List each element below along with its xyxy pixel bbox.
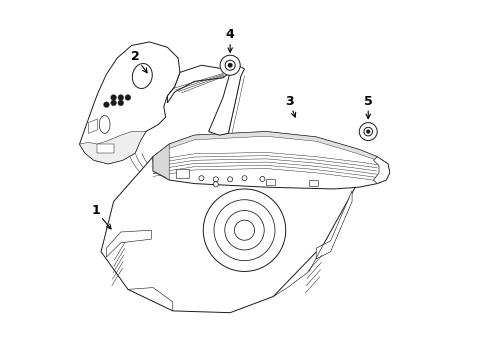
Circle shape bbox=[213, 182, 218, 187]
Ellipse shape bbox=[132, 63, 152, 89]
Polygon shape bbox=[176, 169, 188, 178]
Text: 3: 3 bbox=[285, 95, 295, 117]
Polygon shape bbox=[153, 132, 389, 189]
Circle shape bbox=[260, 176, 264, 181]
Polygon shape bbox=[208, 65, 244, 135]
Polygon shape bbox=[316, 191, 351, 259]
Circle shape bbox=[110, 95, 116, 100]
Circle shape bbox=[118, 100, 123, 106]
Polygon shape bbox=[153, 132, 376, 160]
Text: 5: 5 bbox=[363, 95, 372, 118]
Polygon shape bbox=[97, 144, 113, 153]
Circle shape bbox=[214, 200, 274, 261]
Circle shape bbox=[220, 55, 240, 75]
Circle shape bbox=[224, 211, 264, 250]
Circle shape bbox=[227, 63, 232, 68]
Circle shape bbox=[234, 220, 254, 240]
Circle shape bbox=[359, 123, 376, 140]
Text: 1: 1 bbox=[91, 204, 111, 229]
Polygon shape bbox=[167, 65, 230, 103]
Polygon shape bbox=[80, 132, 145, 164]
Polygon shape bbox=[101, 144, 359, 313]
Polygon shape bbox=[106, 230, 151, 257]
Polygon shape bbox=[308, 180, 317, 186]
Text: 4: 4 bbox=[225, 28, 234, 52]
Polygon shape bbox=[265, 179, 274, 185]
Circle shape bbox=[125, 95, 131, 100]
Polygon shape bbox=[153, 144, 169, 180]
Circle shape bbox=[366, 130, 369, 134]
Circle shape bbox=[363, 127, 372, 136]
Ellipse shape bbox=[99, 116, 110, 134]
Circle shape bbox=[203, 189, 285, 271]
Text: 2: 2 bbox=[130, 50, 147, 73]
Circle shape bbox=[199, 176, 203, 181]
Circle shape bbox=[224, 60, 235, 70]
Circle shape bbox=[242, 176, 246, 181]
Polygon shape bbox=[80, 42, 180, 164]
Circle shape bbox=[118, 95, 123, 100]
Circle shape bbox=[110, 100, 116, 106]
Circle shape bbox=[227, 177, 232, 182]
Circle shape bbox=[103, 102, 109, 108]
Polygon shape bbox=[88, 119, 97, 134]
Polygon shape bbox=[153, 144, 359, 171]
Circle shape bbox=[213, 177, 218, 182]
Polygon shape bbox=[373, 157, 389, 184]
